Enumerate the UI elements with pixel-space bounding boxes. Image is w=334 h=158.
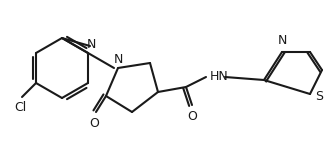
- Text: O: O: [89, 117, 99, 130]
- Text: N: N: [86, 39, 96, 52]
- Text: N: N: [277, 34, 287, 47]
- Text: HN: HN: [210, 70, 229, 83]
- Text: N: N: [113, 53, 123, 66]
- Text: S: S: [315, 89, 323, 103]
- Text: O: O: [187, 110, 197, 123]
- Text: Cl: Cl: [14, 101, 26, 114]
